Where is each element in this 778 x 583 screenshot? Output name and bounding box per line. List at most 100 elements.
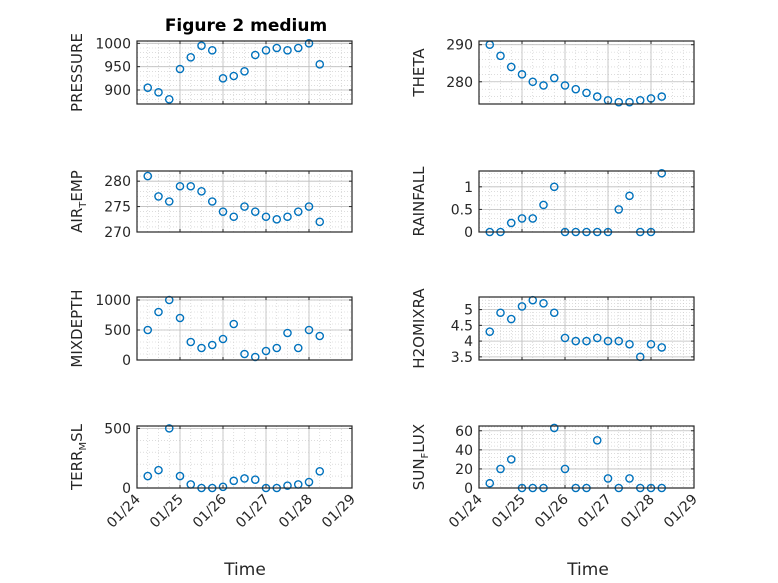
- data-point: [164, 95, 174, 104]
- data-point: [143, 325, 153, 335]
- pressure-panel: 900 950 1000 PRESSURE: [68, 33, 353, 112]
- data-point: [175, 313, 185, 323]
- data-point: [304, 202, 314, 211]
- y-tick-label: 280: [446, 75, 473, 91]
- data-point: [293, 43, 303, 53]
- data-point: [625, 97, 634, 107]
- data-point: [625, 339, 634, 349]
- data-point: [240, 474, 249, 483]
- data-point: [506, 218, 516, 228]
- axes-frame: [478, 425, 695, 489]
- y-tick-label: 20: [455, 462, 473, 478]
- y-tick-label: 500: [104, 421, 131, 437]
- data-point: [207, 340, 217, 350]
- data-point: [549, 308, 559, 318]
- data-point: [197, 187, 206, 196]
- data-point: [143, 471, 153, 481]
- data-point: [283, 212, 292, 222]
- data-point: [560, 81, 570, 90]
- data-point: [304, 39, 314, 48]
- data-point: [240, 202, 249, 211]
- plot-area: [137, 297, 352, 360]
- data-point: [485, 327, 495, 336]
- x-axis-label-right: Time: [566, 560, 609, 580]
- y-tick-label: 0.5: [451, 202, 473, 218]
- data-point: [261, 212, 271, 222]
- y-tick-label: 3.5: [451, 350, 473, 366]
- data-point: [506, 314, 516, 324]
- theta-panel: 280 290 THETA: [410, 38, 695, 107]
- y-tick-label: 950: [104, 60, 131, 76]
- y-tick-label: 5: [464, 303, 473, 319]
- data-point: [229, 319, 239, 329]
- data-point: [315, 331, 325, 341]
- axes-frame: [136, 296, 353, 361]
- data-point: [186, 337, 196, 347]
- data-point: [315, 467, 325, 476]
- data-point: [614, 97, 624, 107]
- air-temp-panel: 270 275 280 AIRTEMP: [68, 170, 353, 241]
- data-point: [496, 464, 505, 474]
- data-point: [164, 424, 174, 433]
- data-point: [283, 481, 292, 490]
- data-point: [261, 346, 271, 356]
- data-point: [614, 205, 624, 214]
- y-tick-label: 0: [464, 481, 473, 497]
- data-point: [250, 352, 260, 362]
- data-point: [528, 214, 538, 223]
- y-axis-label: THETA: [410, 48, 428, 98]
- x-axis-label-left: Time: [223, 560, 266, 580]
- data-point: [218, 334, 228, 344]
- data-point: [517, 70, 527, 79]
- axes-frame: [136, 170, 353, 233]
- data-point: [197, 343, 206, 353]
- data-point: [240, 349, 249, 359]
- data-point: [272, 214, 282, 224]
- data-point: [229, 476, 239, 486]
- y-tick-label: 0: [122, 353, 131, 369]
- data-point: [549, 73, 559, 83]
- y-tick-label: 900: [104, 83, 131, 99]
- rainfall-panel: 0 0.5 1 RAINFALL: [410, 166, 695, 241]
- data-point: [517, 302, 527, 311]
- axes-frame: [478, 170, 695, 233]
- data-point: [625, 191, 634, 201]
- data-point: [283, 328, 292, 338]
- data-point: [539, 298, 548, 308]
- data-point: [614, 336, 624, 346]
- y-tick-label: 60: [455, 424, 473, 440]
- y-tick-label: 4.5: [451, 318, 473, 334]
- data-point: [506, 62, 516, 72]
- y-axis-label: H2OMIXRA: [410, 288, 428, 369]
- data-point: [625, 474, 634, 483]
- y-tick-label: 0: [122, 481, 131, 497]
- data-point: [315, 217, 325, 227]
- plot-area: [479, 41, 694, 104]
- data-point: [304, 325, 314, 335]
- y-axis-label: SUNFLUX: [410, 424, 431, 490]
- data-point: [592, 333, 602, 343]
- axes-frame: [136, 40, 353, 105]
- y-tick-label: 0: [464, 225, 473, 241]
- data-point: [549, 423, 559, 433]
- data-point: [154, 88, 163, 97]
- axes-frame: [478, 296, 695, 361]
- data-point: [164, 295, 174, 305]
- data-point: [582, 336, 591, 346]
- data-point: [592, 92, 602, 101]
- data-point: [517, 214, 527, 223]
- y-tick-label: 275: [104, 200, 131, 216]
- data-point: [592, 436, 602, 445]
- data-point: [657, 343, 667, 352]
- data-point: [657, 168, 667, 178]
- data-point: [261, 46, 271, 55]
- data-point: [496, 308, 505, 318]
- data-point: [315, 60, 325, 69]
- data-point: [207, 46, 217, 55]
- y-tick-label: 270: [104, 225, 131, 241]
- axes-frame: [136, 425, 353, 489]
- data-point: [229, 212, 239, 222]
- data-point: [646, 339, 656, 349]
